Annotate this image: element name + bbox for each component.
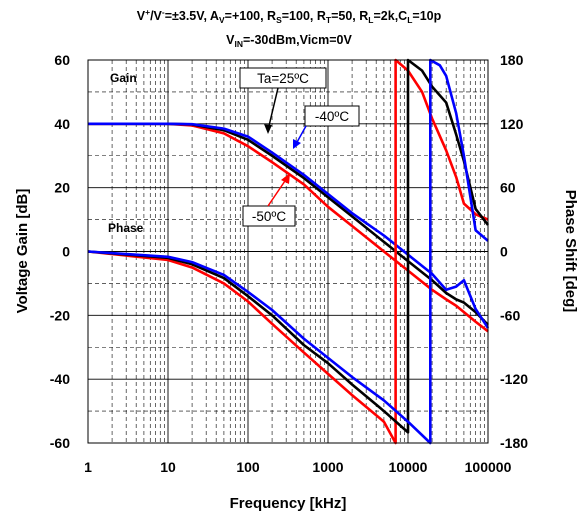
gain-label: Gain xyxy=(110,71,137,85)
x-axis-label: Frequency [kHz] xyxy=(230,495,347,512)
y-right-tick-label: 60 xyxy=(500,180,516,196)
y-left-tick-labels: 60 40 20 0 -20 -40 -60 xyxy=(50,52,70,451)
chart-title-line2: VIN=-30dBm,Vicm=0V xyxy=(226,33,352,49)
annotation-ta25-text: Ta=25ºC xyxy=(257,71,309,86)
plot-frame xyxy=(87,59,489,444)
x-tick-label: 100 xyxy=(236,459,260,475)
series-phase-m50 xyxy=(87,58,489,445)
y-right-axis-label: Phase Shift [deg] xyxy=(562,190,578,313)
y-right-tick-label: 120 xyxy=(500,116,524,132)
x-tick-label: 1 xyxy=(84,459,92,475)
annotation-m50-text: -50ºC xyxy=(252,209,286,224)
x-tick-label: 10000 xyxy=(389,459,428,475)
y-right-tick-labels: 180 120 60 0 -60 -120 -180 xyxy=(500,52,528,451)
x-tick-labels: 1 10 100 1000 10000 100000 xyxy=(84,459,511,475)
y-right-tick-label: 180 xyxy=(500,52,524,68)
x-tick-label: 10 xyxy=(160,459,176,475)
series-lines xyxy=(87,58,490,445)
y-left-tick-label: -40 xyxy=(50,371,70,387)
y-left-axis-label: Voltage Gain [dB] xyxy=(14,189,31,314)
annotation-m40: -40ºC xyxy=(293,105,360,149)
y-left-tick-label: -20 xyxy=(50,307,70,323)
y-left-tick-label: 0 xyxy=(62,244,70,260)
series-phase-m40 xyxy=(87,58,489,445)
y-right-tick-label: -60 xyxy=(500,307,520,323)
y-right-tick-label: 0 xyxy=(500,244,508,260)
y-right-tick-label: -120 xyxy=(500,371,528,387)
annotation-ta25: Ta=25ºC xyxy=(239,67,327,134)
y-left-tick-label: 40 xyxy=(54,116,70,132)
annotation-m40-text: -40ºC xyxy=(315,109,349,124)
y-left-tick-label: -60 xyxy=(50,435,70,451)
y-left-tick-label: 20 xyxy=(54,180,70,196)
x-tick-label: 1000 xyxy=(312,459,343,475)
y-left-tick-label: 60 xyxy=(54,52,70,68)
y-right-tick-label: -180 xyxy=(500,435,528,451)
series-phase-ta25 xyxy=(87,58,490,434)
x-tick-label: 100000 xyxy=(465,459,512,475)
series-gain-m50 xyxy=(88,122,489,333)
annotation-m50: -50ºC xyxy=(242,173,296,227)
phase-label: Phase xyxy=(108,221,144,235)
chart-title-line1: V+/V-=±3.5V, AV=+100, RS=100, RT=50, RL=… xyxy=(137,7,442,25)
series-gain-m40 xyxy=(88,122,490,329)
